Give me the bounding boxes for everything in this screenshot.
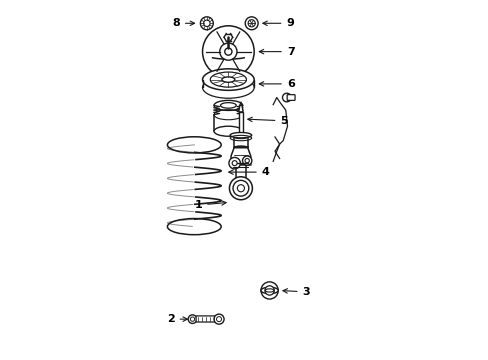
Text: 3: 3 bbox=[283, 287, 309, 297]
FancyBboxPatch shape bbox=[286, 95, 294, 100]
Text: 9: 9 bbox=[263, 18, 294, 28]
Polygon shape bbox=[230, 148, 250, 165]
FancyBboxPatch shape bbox=[238, 112, 243, 135]
Ellipse shape bbox=[202, 77, 254, 98]
FancyBboxPatch shape bbox=[196, 316, 216, 322]
Polygon shape bbox=[239, 102, 242, 105]
Ellipse shape bbox=[222, 77, 234, 82]
Ellipse shape bbox=[234, 146, 247, 149]
Circle shape bbox=[202, 26, 254, 77]
Ellipse shape bbox=[235, 183, 246, 186]
Circle shape bbox=[237, 185, 244, 192]
Text: 2: 2 bbox=[166, 314, 187, 324]
Circle shape bbox=[242, 156, 251, 165]
Circle shape bbox=[203, 20, 210, 27]
Circle shape bbox=[219, 43, 237, 60]
Circle shape bbox=[264, 286, 274, 295]
Circle shape bbox=[228, 157, 240, 169]
Text: 4: 4 bbox=[228, 167, 269, 177]
Circle shape bbox=[214, 314, 224, 324]
Text: 8: 8 bbox=[172, 18, 194, 28]
Text: 6: 6 bbox=[259, 79, 294, 89]
Circle shape bbox=[224, 48, 231, 55]
Ellipse shape bbox=[265, 289, 273, 292]
Ellipse shape bbox=[202, 69, 254, 90]
Text: 1: 1 bbox=[194, 200, 225, 210]
Circle shape bbox=[244, 158, 249, 163]
Ellipse shape bbox=[220, 103, 236, 108]
Polygon shape bbox=[238, 105, 243, 112]
Circle shape bbox=[232, 161, 237, 166]
Ellipse shape bbox=[230, 132, 251, 138]
Circle shape bbox=[244, 17, 258, 30]
Circle shape bbox=[247, 20, 255, 27]
Circle shape bbox=[216, 317, 221, 321]
Circle shape bbox=[229, 177, 252, 200]
Ellipse shape bbox=[261, 287, 278, 294]
Circle shape bbox=[233, 180, 248, 196]
Ellipse shape bbox=[214, 126, 242, 136]
Text: 7: 7 bbox=[259, 46, 294, 57]
Circle shape bbox=[200, 17, 213, 30]
Circle shape bbox=[188, 315, 196, 323]
Text: 5: 5 bbox=[247, 116, 287, 126]
Circle shape bbox=[261, 282, 278, 299]
Circle shape bbox=[282, 93, 290, 102]
Circle shape bbox=[190, 317, 194, 321]
